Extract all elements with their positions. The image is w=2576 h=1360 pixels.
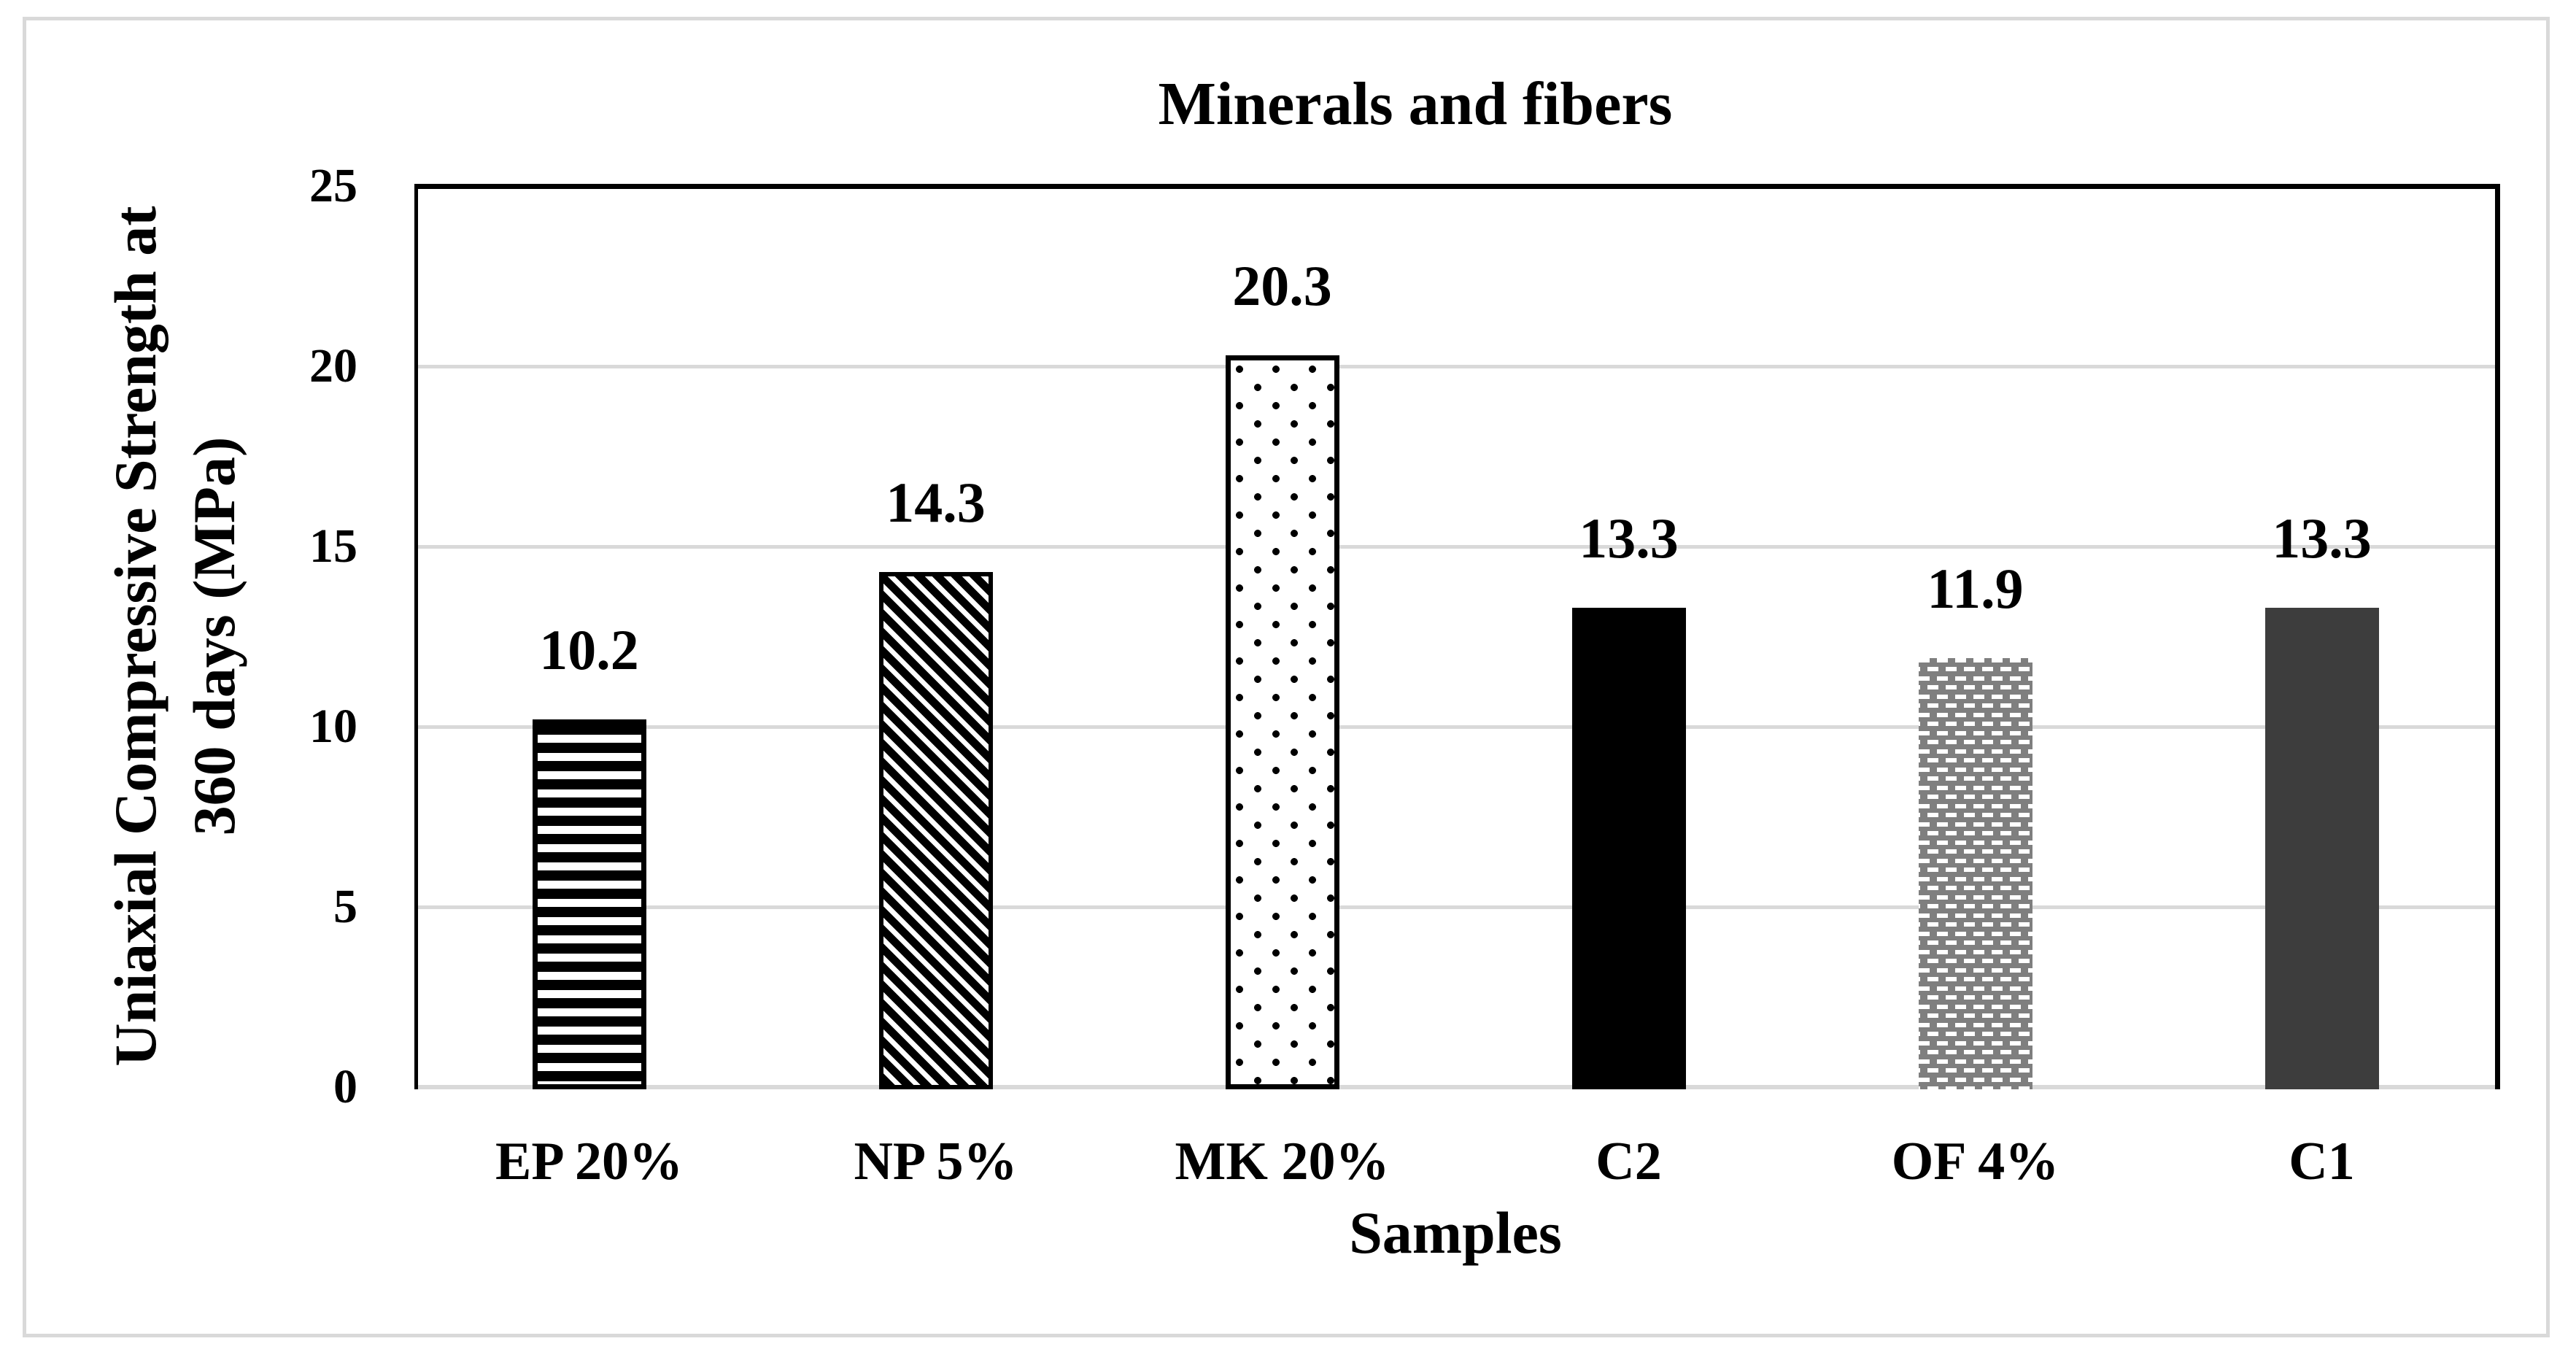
y-axis-title-line1: Uniaxial Compressive Strength at [102, 206, 169, 1067]
bar-value-label: 20.3 [1232, 254, 1332, 318]
bar-of-4- [1918, 658, 2032, 1089]
y-axis-title-line2: 360 days (MPa) [181, 436, 247, 836]
x-axis-title: Samples [1349, 1199, 1562, 1266]
figure-border [23, 17, 2550, 1337]
gridline [416, 725, 2495, 729]
x-category-label: C1 [2289, 1132, 2355, 1191]
gridline [416, 545, 2495, 549]
x-category-label: MK 20% [1175, 1132, 1390, 1191]
bar-value-label: 14.3 [886, 470, 986, 534]
bar-mk-20- [1225, 355, 1339, 1089]
y-tick-label: 25 [309, 159, 357, 212]
y-tick-label: 10 [309, 700, 357, 753]
y-tick-label: 15 [309, 519, 357, 573]
bar-ep-20- [532, 719, 646, 1089]
y-tick-label: 20 [309, 339, 357, 393]
bar-c2 [1571, 607, 1686, 1089]
gridline [416, 365, 2495, 368]
plot-top-border [414, 184, 2500, 189]
y-axis-line [414, 184, 418, 1089]
gridline [416, 905, 2495, 909]
bar-value-label: 10.2 [539, 618, 639, 682]
y-tick-label: 0 [333, 1060, 357, 1113]
bar-value-label: 13.3 [1579, 506, 1679, 570]
bar-np-5- [878, 571, 993, 1089]
bar-value-label: 11.9 [1927, 557, 2024, 621]
chart-title: Minerals and fibers [1158, 70, 1673, 138]
y-tick-label: 5 [333, 880, 357, 933]
x-category-label: C2 [1596, 1132, 1662, 1191]
y-axis-title: Uniaxial Compressive Strength at 360 day… [96, 124, 254, 1148]
bar-value-label: 13.3 [2272, 506, 2372, 570]
bar-c1 [2264, 607, 2379, 1089]
x-category-label: NP 5% [854, 1132, 1018, 1191]
plot-right-border [2495, 184, 2500, 1089]
x-category-label: OF 4% [1891, 1132, 2059, 1191]
x-axis-line [416, 1085, 2495, 1089]
x-category-label: EP 20% [495, 1132, 683, 1191]
